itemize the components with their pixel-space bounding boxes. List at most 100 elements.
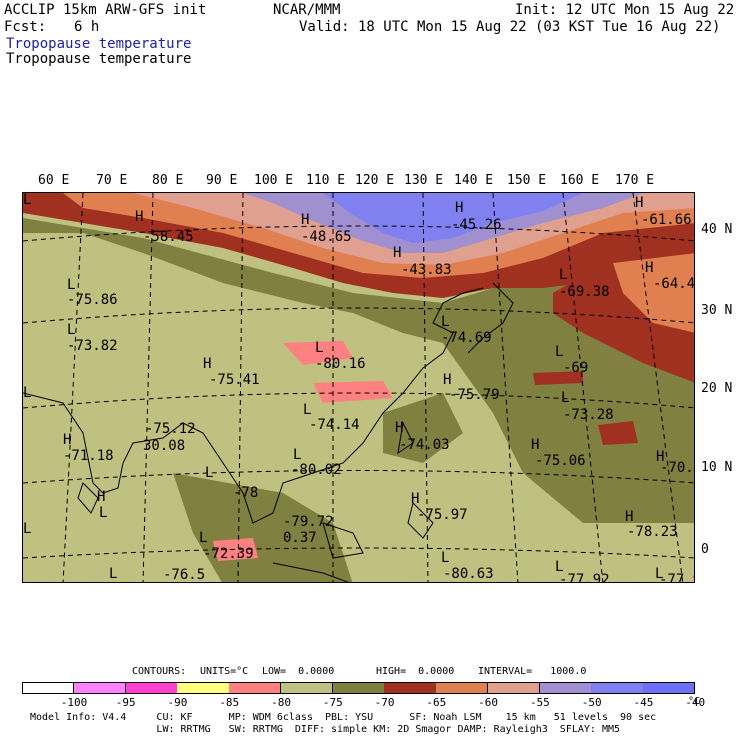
center-value-label: -79.72	[283, 514, 334, 530]
colorbar-swatch	[73, 682, 127, 694]
center-value-label: -74.14	[309, 417, 360, 433]
colorbar-swatch	[384, 682, 437, 694]
colorbar-tick-label: -40	[685, 696, 706, 709]
colorbar-swatch	[229, 682, 282, 694]
low-center-marker: L	[559, 267, 568, 283]
high-center-marker: H	[135, 209, 144, 225]
center-value-label: -75.86	[67, 292, 118, 308]
model-title: ACCLIP 15km ARW-GFS init	[4, 2, 207, 18]
field-pink-patch-3	[213, 538, 258, 561]
forecast-hours: 6 h	[74, 19, 100, 35]
center-value-label: -73.28	[563, 407, 614, 423]
field-red-patch	[598, 421, 638, 445]
center-value-label: -43.83	[401, 262, 452, 278]
colorbar-unit: °C	[688, 696, 701, 707]
longitude-label: 130 E	[404, 173, 444, 188]
low-center-marker: L	[109, 566, 118, 582]
center-value-label: -75.12	[145, 421, 196, 437]
low-center-marker: L	[303, 402, 312, 418]
high-center-marker: H	[531, 437, 540, 453]
colorbar-swatch	[487, 682, 541, 694]
longitude-label: 160 E	[560, 173, 600, 188]
colorbar-swatch	[22, 682, 75, 694]
center-value-label: -75.06	[535, 453, 586, 469]
colorbar-tick-label: -100	[60, 696, 88, 709]
colorbar-swatch	[539, 682, 592, 694]
high-center-marker: H	[63, 432, 72, 448]
colorbar-tick-label: -90	[167, 696, 188, 709]
low-center-marker: L	[293, 447, 302, 463]
center-value-label: -78.23	[627, 524, 678, 540]
colorbar-tick-label: -80	[271, 696, 291, 709]
field-pink-patch-1	[283, 341, 353, 365]
latitude-label: 30 N	[701, 303, 733, 318]
low-center-marker: L	[23, 192, 32, 208]
latitude-label: 0	[701, 542, 709, 557]
center-value-label: -75.41	[209, 372, 260, 388]
high-center-marker: H	[203, 356, 212, 372]
low-center-marker: L	[205, 465, 214, 481]
model-info-line1: Model Info: V4.4 CU: KF MP: WDM 6class P…	[30, 712, 657, 723]
low-center-marker: L	[561, 390, 570, 406]
low-center-marker: L	[99, 505, 108, 521]
colorbar-tick-label: -70	[374, 696, 395, 709]
field-blue-core	[323, 193, 583, 243]
low-center-marker: L	[441, 314, 450, 330]
field-dark-green-sea	[383, 393, 463, 463]
center-value-label: -76.5	[163, 567, 206, 583]
low-center-marker: L	[23, 385, 32, 401]
valid-time: Valid: 18 UTC Mon 15 Aug 22 (03 KST Tue …	[299, 19, 721, 35]
low-center-marker: L	[67, 277, 76, 293]
high-center-marker: H	[301, 212, 310, 228]
center-value-label: -80.02	[291, 462, 342, 478]
colorbar-swatch	[177, 682, 230, 694]
colorbar-tick-label: -75	[322, 696, 343, 709]
low-center-marker: L	[315, 340, 324, 356]
colorbar-swatch	[436, 682, 489, 694]
center-value-label: -77.92	[559, 572, 610, 583]
org-label: NCAR/MMM	[273, 2, 341, 18]
center-value-label: -70.51	[660, 460, 694, 476]
high-center-marker: H	[455, 200, 464, 216]
interval-label: INTERVAL= 1000.0	[478, 666, 587, 677]
high-center-marker: H	[411, 491, 420, 507]
center-value-label: -80.63	[443, 566, 494, 582]
high-center-marker: H	[443, 372, 452, 388]
colorbar-swatch	[591, 682, 644, 694]
colorbar-tick-label: -50	[581, 696, 602, 709]
low-center-marker: L	[555, 344, 564, 360]
center-value-label: -58.45	[143, 229, 194, 245]
high-label: HIGH= 0.0000	[376, 666, 455, 677]
center-value-label: -69	[563, 360, 589, 376]
longitude-label: 140 E	[454, 173, 494, 188]
contours-label: CONTOURS:	[132, 666, 187, 677]
field-title-2: Tropopause temperature	[6, 51, 192, 67]
units-label: UNITS=°C	[200, 666, 249, 677]
high-center-marker: H	[645, 260, 654, 276]
center-value-label: -73.82	[67, 338, 118, 354]
longitude-label: 110 E	[306, 173, 346, 188]
high-center-marker: H	[97, 489, 106, 505]
center-value-label: -78	[233, 485, 259, 501]
projection-grid	[23, 193, 694, 582]
center-value-label: -61.66	[641, 212, 692, 228]
colorbar-tick-label: -60	[478, 696, 499, 709]
coastlines	[23, 282, 514, 582]
low-center-marker: L	[555, 559, 564, 575]
high-center-marker: H	[635, 195, 644, 211]
colorbar-tick-label: -65	[426, 696, 447, 709]
latitude-label: 10 N	[701, 460, 733, 475]
colorbar	[22, 682, 696, 694]
center-value-label: -75.97	[417, 507, 468, 523]
center-value-label: 0.37	[283, 530, 317, 546]
longitude-label: 90 E	[206, 173, 238, 188]
latitude-label: 20 N	[701, 381, 733, 396]
map-panel: H -58.45 H -48.65 H -45.26 H -43.83 H -61.66 H -64.…	[22, 192, 695, 583]
high-center-marker: H	[395, 420, 404, 436]
colorbar-swatch	[643, 682, 696, 694]
center-value-label: -77.96	[659, 572, 694, 583]
colorbar-swatch	[125, 682, 178, 694]
forecast-label: Fcst:	[4, 19, 47, 35]
high-center-marker: H	[625, 509, 634, 525]
map-field-svg	[23, 193, 694, 582]
